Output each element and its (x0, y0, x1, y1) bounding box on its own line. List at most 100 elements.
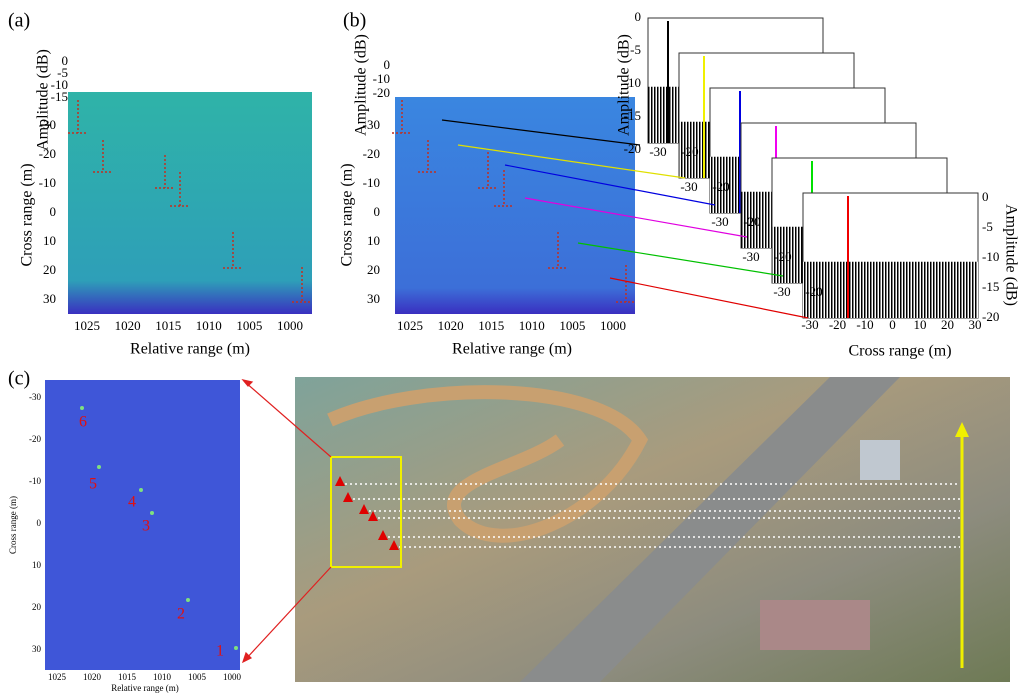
tick-label: -15 (624, 108, 641, 123)
tick-label: 10 (914, 317, 927, 332)
tick-label: -30 (363, 117, 380, 132)
tick-label: 1020 (438, 318, 464, 333)
range-profile-image (395, 97, 635, 314)
tick-label: 1005 (188, 672, 207, 682)
tick-label: 0 (384, 57, 391, 72)
tick-label: -10 (856, 317, 873, 332)
dirt-road (327, 385, 649, 543)
tick-label: -30 (29, 392, 41, 402)
tick-label: -20 (805, 284, 822, 299)
building (860, 440, 900, 480)
tick-label: 1000 (600, 318, 626, 333)
range-profile-image (68, 92, 312, 314)
tick-label: -5 (982, 219, 993, 234)
tick-label: 1025 (74, 318, 100, 333)
direction-arrow (955, 422, 969, 668)
panel-label: (b) (343, 10, 366, 32)
satellite-image (295, 377, 1010, 682)
tick-label: 1010 (519, 318, 545, 333)
axis-label: Amplitude (dB) (616, 34, 633, 136)
tick-label: 10 (367, 233, 380, 248)
arrows (441, 119, 809, 319)
tick-label: -20 (712, 179, 729, 194)
axis-label: Cross range (m) (8, 496, 18, 554)
panel-label: (a) (8, 10, 30, 32)
tick-label: -10 (39, 175, 56, 190)
target-number: 6 (79, 414, 87, 431)
target-dots (80, 406, 238, 650)
tick-label: -20 (829, 317, 846, 332)
highway (520, 377, 900, 682)
tick-label: 0 (889, 317, 896, 332)
tick-label: -20 (982, 309, 999, 324)
tick-label: -15 (982, 279, 999, 294)
target-number: 3 (142, 518, 150, 535)
dotted-lines (340, 483, 960, 548)
axis-label: Cross range (m) (19, 163, 36, 266)
target-markers (392, 100, 636, 303)
tick-label: 30 (367, 291, 380, 306)
tick-label: -10 (982, 249, 999, 264)
axis-label: Relative range (m) (452, 341, 572, 358)
target-triangles (335, 476, 399, 550)
tick-label: -20 (624, 141, 641, 156)
axis-label: Amplitude (dB) (353, 34, 370, 136)
tick-label: 1005 (236, 318, 262, 333)
tick-label: -20 (29, 434, 41, 444)
tick-label: 1000 (277, 318, 303, 333)
tick-label: 20 (43, 262, 56, 277)
tick-label: 0 (982, 189, 989, 204)
tick-label: -30 (711, 214, 728, 229)
tick-label: 1015 (155, 318, 181, 333)
target-number: 1 (216, 643, 224, 660)
axis-label: Amplitude (dB) (1002, 204, 1019, 306)
tick-label: -20 (774, 249, 791, 264)
tick-label: 0 (374, 204, 381, 219)
tick-label: 1015 (118, 672, 137, 682)
tick-label: 30 (43, 291, 56, 306)
tick-label: -10 (51, 77, 68, 92)
tick-label: -20 (373, 85, 390, 100)
sar-image (45, 380, 240, 670)
tick-label: 0 (62, 53, 69, 68)
tick-label: 10 (43, 233, 56, 248)
tick-label: 1000 (223, 672, 242, 682)
tick-label: -30 (680, 179, 697, 194)
tick-label: -15 (51, 89, 68, 104)
tick-label: -10 (363, 175, 380, 190)
tick-label: -20 (743, 214, 760, 229)
tick-label: -30 (801, 317, 818, 332)
tick-label: 30 (969, 317, 982, 332)
profile-stack (647, 17, 979, 319)
selection-box (330, 456, 402, 568)
tick-label: 1010 (196, 318, 222, 333)
building (760, 600, 870, 650)
tick-label: 0 (37, 518, 42, 528)
target-number: 2 (177, 606, 185, 623)
tick-label: 1025 (397, 318, 423, 333)
tick-label: 20 (367, 262, 380, 277)
tick-label: -20 (39, 146, 56, 161)
tick-label: 10 (32, 560, 42, 570)
tick-label: 20 (941, 317, 954, 332)
tick-label: -10 (624, 75, 641, 90)
tick-label: 1020 (115, 318, 141, 333)
axis-label: Cross range (m) (848, 343, 951, 360)
tick-label: -5 (630, 42, 641, 57)
profile-noise (803, 261, 978, 318)
panel-label: (c) (8, 368, 30, 390)
tick-label: -20 (681, 144, 698, 159)
target-markers (68, 100, 312, 303)
tick-label: -30 (773, 284, 790, 299)
axis-label: Cross range (m) (339, 163, 356, 266)
tick-label: -20 (363, 146, 380, 161)
tick-label: 1020 (83, 672, 102, 682)
target-number: 4 (128, 494, 136, 511)
tick-label: -30 (39, 117, 56, 132)
tick-label: -10 (373, 71, 390, 86)
zoom-lines (241, 379, 332, 664)
axis-label: Relative range (m) (111, 683, 178, 693)
tick-label: 30 (32, 644, 42, 654)
tick-label: 1025 (48, 672, 67, 682)
